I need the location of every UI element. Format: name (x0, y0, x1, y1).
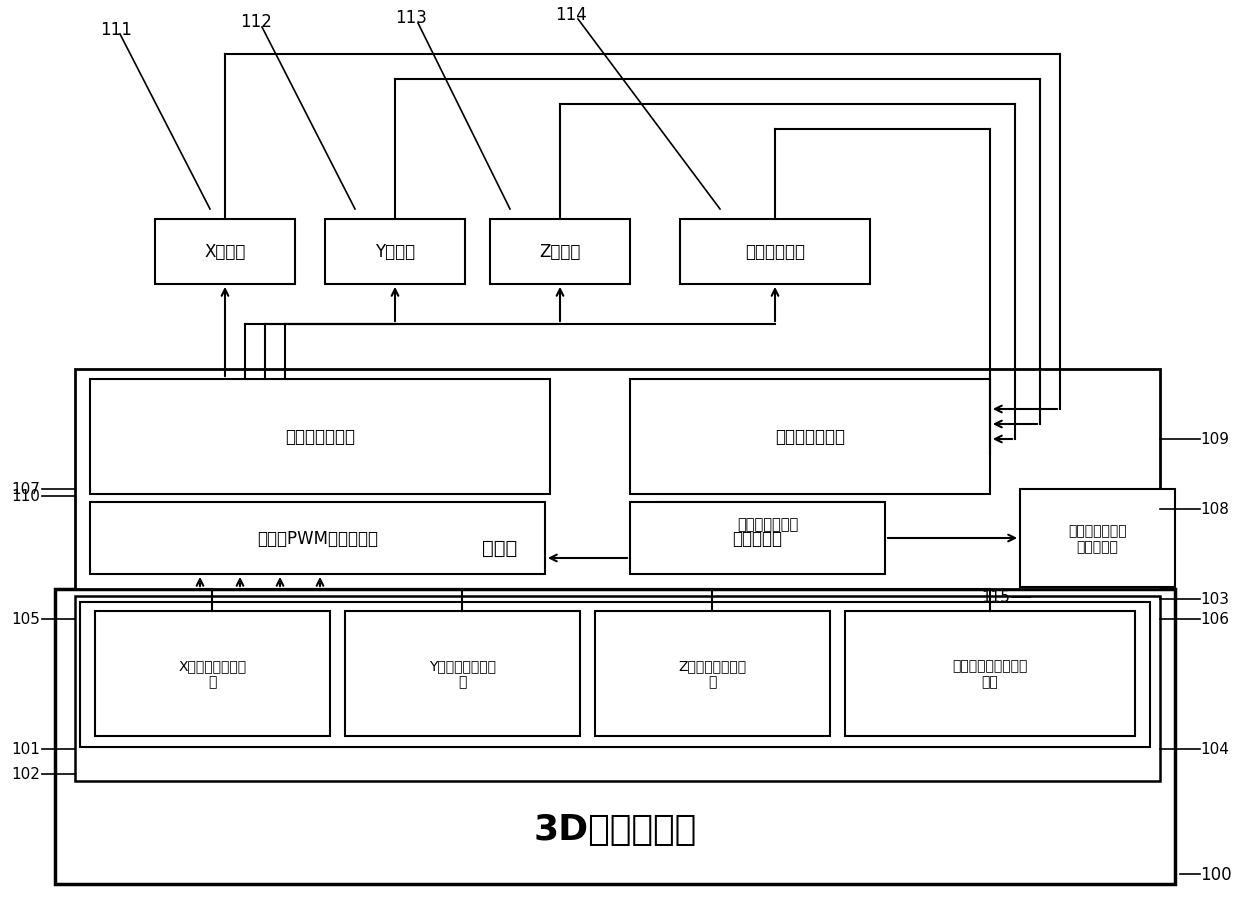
Bar (74, 596, 1159, 781)
Text: Y轴电机信号输出
端: Y轴电机信号输出 端 (429, 658, 496, 689)
Text: 打印模型三维数
据交互页面: 打印模型三维数 据交互页面 (1068, 524, 1127, 554)
Text: Y轴电机: Y轴电机 (374, 243, 415, 261)
Bar (680, 219, 870, 284)
Bar (345, 611, 580, 736)
Text: 喷头挤压电机信号输
出端: 喷头挤压电机信号输 出端 (952, 658, 1028, 689)
Bar (630, 502, 885, 574)
Text: 110: 110 (11, 489, 40, 504)
Text: 数据输出端: 数据输出端 (733, 529, 782, 547)
Text: 100: 100 (1200, 865, 1231, 883)
Bar (55, 590, 1176, 884)
Text: 104: 104 (1200, 741, 1229, 757)
Text: 电机状态传感器: 电机状态传感器 (775, 428, 844, 446)
Text: 107: 107 (11, 482, 40, 497)
Bar (95, 611, 330, 736)
Bar (91, 379, 551, 495)
Bar (91, 502, 546, 574)
Text: X轴电机: X轴电机 (205, 243, 246, 261)
Bar (74, 369, 1159, 590)
Text: 单片机: 单片机 (482, 538, 517, 557)
Text: 115: 115 (981, 590, 1011, 605)
Text: 101: 101 (11, 741, 40, 757)
Text: 109: 109 (1200, 432, 1229, 447)
Text: 单片机监控系统: 单片机监控系统 (737, 517, 799, 532)
Bar (325, 219, 465, 284)
Text: 112: 112 (241, 13, 272, 31)
Text: Z轴电机: Z轴电机 (539, 243, 580, 261)
Bar (81, 602, 1149, 747)
Text: 114: 114 (556, 6, 587, 24)
Text: 106: 106 (1200, 612, 1229, 627)
Text: 103: 103 (1200, 591, 1229, 607)
Bar (630, 379, 990, 495)
Bar (660, 502, 875, 546)
Bar (595, 611, 830, 736)
Text: 102: 102 (11, 767, 40, 782)
Text: 喷头挤压电机: 喷头挤压电机 (745, 243, 805, 261)
Text: 单片机PWM信号输入端: 单片机PWM信号输入端 (257, 529, 378, 547)
Bar (844, 611, 1135, 736)
Text: 105: 105 (11, 612, 40, 627)
Text: X轴电机信号输出
端: X轴电机信号输出 端 (179, 658, 247, 689)
Text: Z轴电机信号输出
端: Z轴电机信号输出 端 (678, 658, 746, 689)
Bar (1021, 489, 1176, 587)
Text: 108: 108 (1200, 502, 1229, 517)
Text: 111: 111 (100, 21, 131, 39)
Bar (490, 219, 630, 284)
Text: 信号处理输出端: 信号处理输出端 (285, 428, 355, 446)
Bar (155, 219, 295, 284)
Text: 3D打印机主板: 3D打印机主板 (533, 812, 697, 846)
Text: 113: 113 (396, 9, 427, 27)
